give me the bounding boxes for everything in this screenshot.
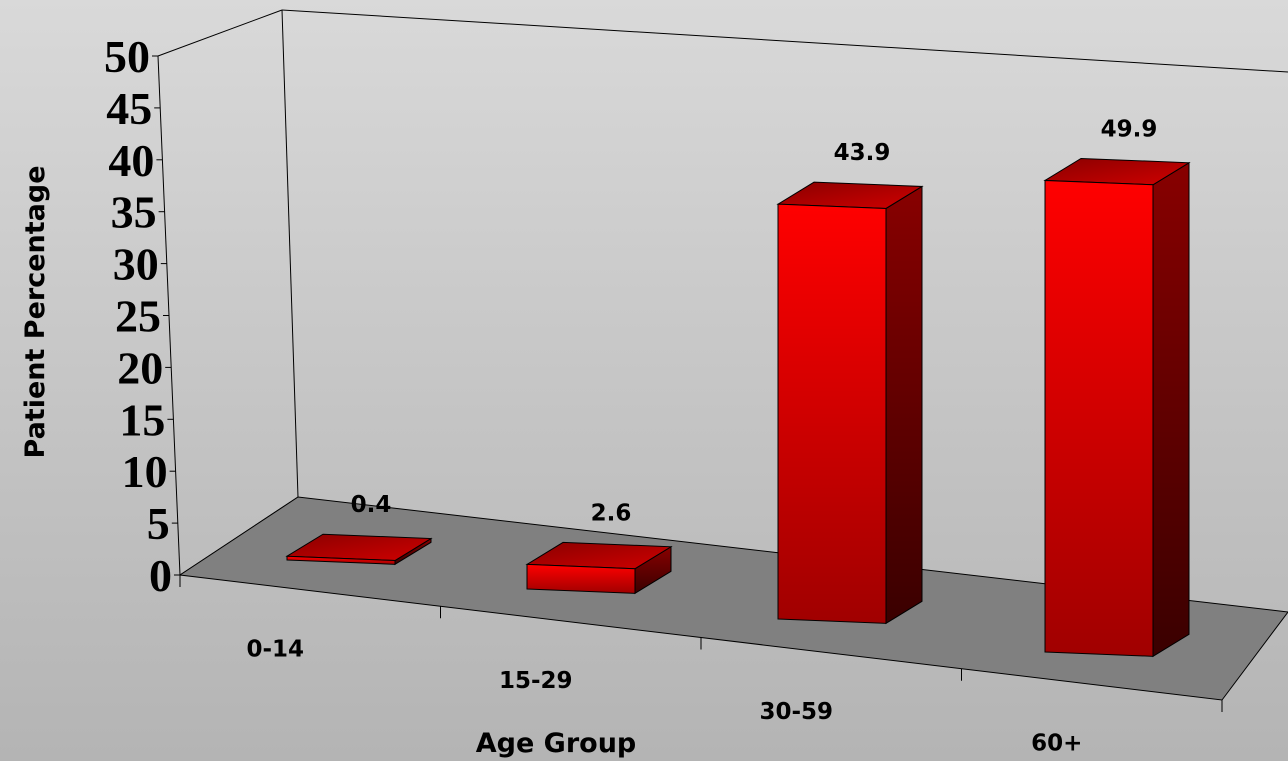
data-label: 49.9 bbox=[1101, 116, 1158, 142]
bar bbox=[285, 533, 433, 566]
back-wall-top-edge bbox=[281, 9, 1288, 73]
y-tick-label: 5 bbox=[147, 498, 170, 549]
y-tick-label: 35 bbox=[111, 187, 157, 238]
bar bbox=[525, 541, 673, 595]
x-tick-label: 60+ bbox=[1031, 730, 1082, 756]
bar bbox=[776, 181, 924, 625]
x-axis-title: Age Group bbox=[476, 728, 637, 759]
x-tick-label: 15-29 bbox=[499, 668, 573, 694]
data-labels: 0.4 2.6 43.9 49.9 bbox=[351, 116, 1158, 526]
bar-front-face bbox=[526, 563, 636, 594]
data-label: 43.9 bbox=[834, 140, 891, 166]
y-tick-label: 0 bbox=[149, 550, 172, 601]
y-tick-label: 45 bbox=[106, 83, 152, 134]
y-tick-label: 30 bbox=[113, 239, 159, 290]
y-tick-label: 50 bbox=[104, 31, 150, 82]
bar-front-face bbox=[286, 555, 396, 565]
chart-floor bbox=[178, 496, 1288, 701]
bar-side-face bbox=[885, 185, 923, 625]
bar-front-face bbox=[777, 203, 887, 624]
y-tick-label: 10 bbox=[122, 446, 168, 497]
data-label: 0.4 bbox=[351, 492, 392, 518]
bars bbox=[285, 157, 1191, 658]
back-wall-left-edge bbox=[281, 9, 299, 498]
y-tick-label: 25 bbox=[115, 291, 161, 342]
bar-front-face bbox=[1044, 179, 1154, 657]
y-tick-label: 15 bbox=[119, 394, 165, 445]
y-tick-label: 40 bbox=[108, 135, 154, 186]
bar bbox=[1043, 157, 1191, 658]
x-axis-ticks: 0-14 15-29 30-59 60+ bbox=[179, 575, 1223, 756]
x-tick-label: 30-59 bbox=[759, 699, 833, 725]
x-tick-label: 0-14 bbox=[246, 637, 304, 663]
bar-side-face bbox=[1152, 161, 1190, 658]
data-label: 2.6 bbox=[591, 500, 632, 526]
y-axis-title: Patient Percentage bbox=[20, 165, 51, 458]
y-tick-label: 20 bbox=[117, 342, 163, 393]
left-wall-top-edge bbox=[157, 9, 283, 57]
